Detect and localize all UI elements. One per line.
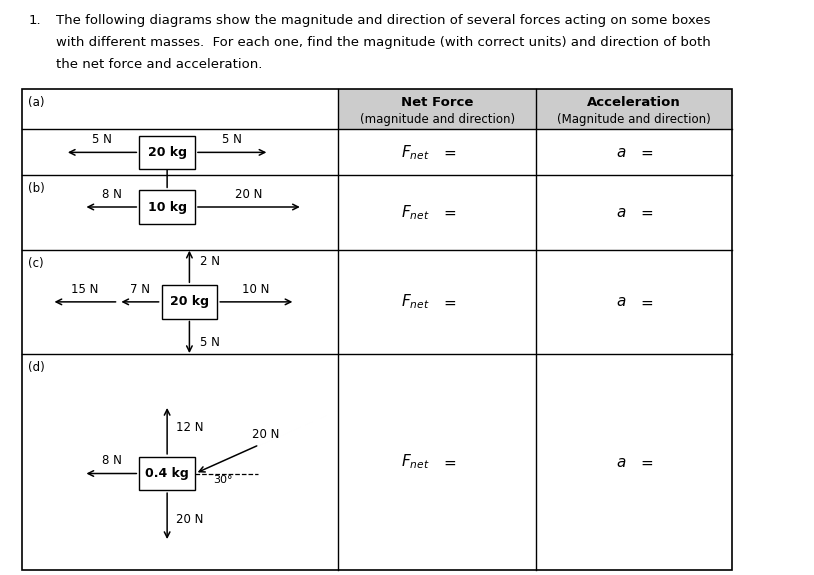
Text: $a$: $a$ [616,294,627,309]
Text: 20 N: 20 N [176,513,204,526]
Text: (a): (a) [28,96,45,109]
Text: $=$: $=$ [637,454,654,470]
Text: $=$: $=$ [441,294,457,309]
Text: 10 kg: 10 kg [147,201,186,213]
Text: 0.4 kg: 0.4 kg [145,467,189,480]
Text: 20 N: 20 N [234,188,262,201]
Bar [338,89,732,129]
Text: $=$: $=$ [637,294,654,309]
Bar [161,285,217,319]
Text: (d): (d) [28,361,45,374]
Text: $=$: $=$ [637,145,654,160]
Text: $a$: $a$ [616,145,627,160]
Text: Net Force: Net Force [401,96,473,109]
Text: $=$: $=$ [441,145,457,160]
Text: $F_{net}$: $F_{net}$ [401,293,430,311]
Text: $a$: $a$ [616,454,627,470]
Text: with different masses.  For each one, find the magnitude (with correct units) an: with different masses. For each one, fin… [55,36,711,49]
Text: 5 N: 5 N [200,336,220,348]
Text: 30°: 30° [213,476,233,485]
Text: (Magnitude and direction): (Magnitude and direction) [557,113,711,126]
Text: $F_{net}$: $F_{net}$ [401,453,430,472]
Text: 8 N: 8 N [102,188,122,201]
Text: 20 kg: 20 kg [147,146,186,159]
Text: $F_{net}$: $F_{net}$ [401,143,430,162]
Text: (magnitude and direction): (magnitude and direction) [360,113,514,126]
Text: $=$: $=$ [637,205,654,220]
Text: 8 N: 8 N [102,454,122,467]
Text: The following diagrams show the magnitude and direction of several forces acting: The following diagrams show the magnitud… [55,14,710,28]
Text: the net force and acceleration.: the net force and acceleration. [55,58,262,71]
Text: 20 kg: 20 kg [170,296,209,308]
Bar [139,190,195,224]
Text: 7 N: 7 N [130,283,150,296]
Text: (b): (b) [28,182,45,196]
Text: 2 N: 2 N [200,255,221,268]
Text: 20 N: 20 N [252,428,279,441]
Text: $=$: $=$ [441,454,457,470]
Bar [139,457,195,490]
Text: Acceleration: Acceleration [587,96,681,109]
Text: 15 N: 15 N [72,283,98,296]
Text: 2 N: 2 N [176,159,195,172]
Text: 1.: 1. [28,14,41,28]
Text: 10 N: 10 N [243,283,269,296]
Text: $F_{net}$: $F_{net}$ [401,204,430,222]
Text: 5 N: 5 N [222,133,242,146]
Text: 5 N: 5 N [92,133,112,146]
Text: (c): (c) [28,257,44,270]
Bar [22,89,732,570]
Text: $a$: $a$ [616,205,627,220]
Bar [139,136,195,169]
Text: $=$: $=$ [441,205,457,220]
Text: 12 N: 12 N [176,421,204,434]
